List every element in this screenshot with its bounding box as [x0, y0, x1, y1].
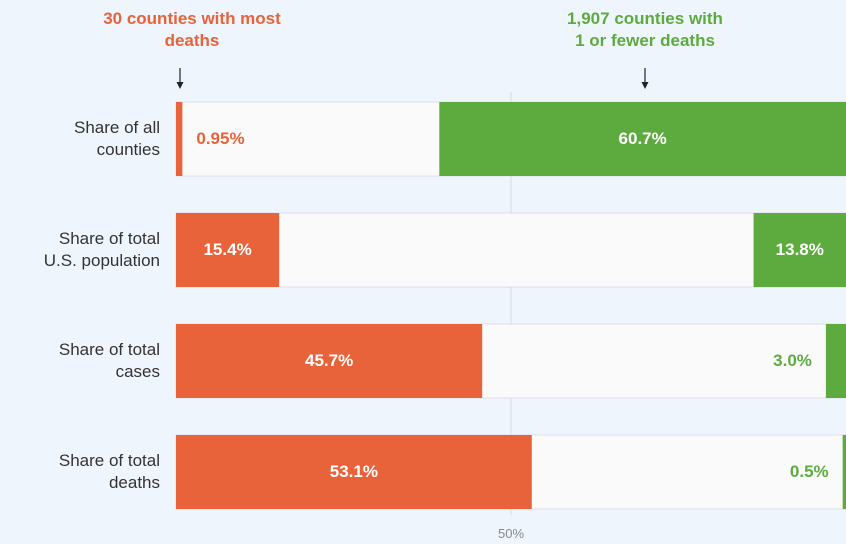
bar [439, 102, 846, 176]
value-label: 13.8% [775, 240, 824, 259]
category-label: Share of all counties [74, 118, 160, 159]
value-label: 15.4% [203, 240, 252, 259]
bar [825, 324, 846, 398]
category-label: Share of total U.S. population [43, 229, 160, 270]
arrow-head [641, 82, 649, 89]
category-label: Share of total cases [58, 340, 160, 381]
x-tick-label: 50% [497, 526, 525, 541]
arrow-head [176, 82, 184, 89]
bar [753, 213, 846, 287]
bar [842, 435, 846, 509]
bar [176, 324, 483, 398]
bar [176, 435, 532, 509]
value-label: 0.5% [789, 462, 829, 481]
series-header: 30 counties with most deaths [103, 9, 281, 50]
value-label: 60.7% [618, 129, 667, 148]
value-label: 3.0% [773, 351, 812, 370]
series-header: 1,907 counties with 1 or fewer deaths [567, 9, 723, 50]
bar [176, 102, 183, 176]
value-label: 45.7% [304, 351, 354, 370]
value-label: 53.1% [329, 462, 378, 481]
bar-track [175, 212, 846, 288]
value-label: 0.95% [196, 129, 245, 148]
category-label: Share of total deaths [58, 451, 160, 492]
bar [176, 213, 280, 287]
